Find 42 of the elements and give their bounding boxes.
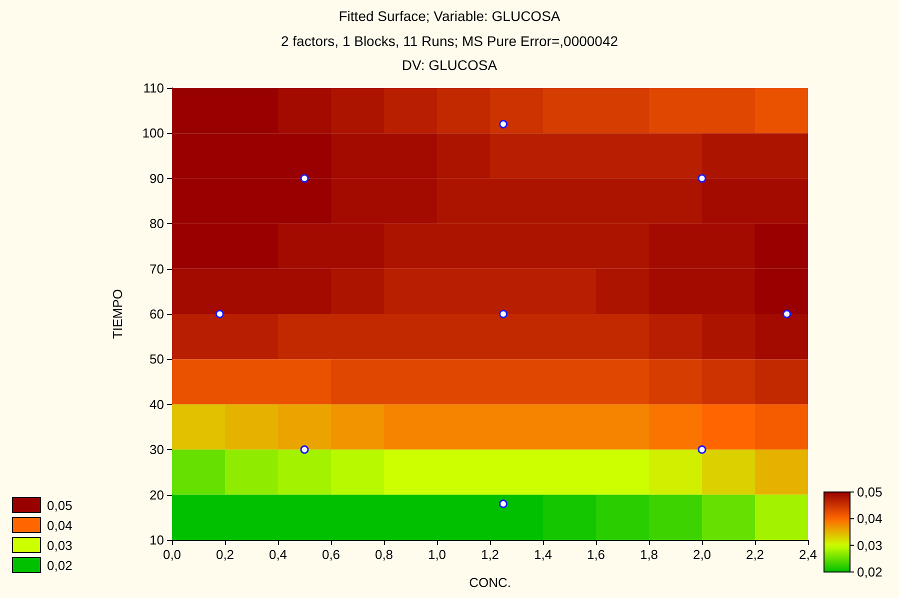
point xyxy=(300,174,309,183)
point xyxy=(215,310,224,318)
y-tick-label: 40 xyxy=(150,396,164,412)
y-tick-label: 90 xyxy=(150,170,164,186)
y-tick-label: 110 xyxy=(143,80,164,96)
chart-title: Fitted Surface; Variable: GLUCOSA xyxy=(338,8,561,24)
color-bar-label: 0,03 xyxy=(857,538,882,553)
x-tick-label: 0,4 xyxy=(268,547,288,562)
x-tick-label: 1,0 xyxy=(428,547,446,562)
point xyxy=(499,120,508,128)
color-key: 0,05 0,04 0,03 0,02 xyxy=(12,495,72,575)
x-tick-label: 0,6 xyxy=(322,547,340,562)
chart-subtitle: 2 factors, 1 Blocks, 11 Runs; MS Pure Error=,0000042 DV: GLUCOSA xyxy=(280,33,618,73)
y-tick-label: 30 xyxy=(150,442,164,458)
color-bar-label: 0,04 xyxy=(857,511,882,526)
x-tick-label: 1,8 xyxy=(640,547,658,562)
x-tick-label: 1,2 xyxy=(480,547,500,562)
color-bar-label: 0,02 xyxy=(857,564,882,580)
x-tick-label: 2,4 xyxy=(798,547,818,562)
point xyxy=(499,310,508,318)
y-tick-label: 10 xyxy=(150,532,164,548)
point xyxy=(698,445,706,454)
x-tick-label: 0,2 xyxy=(216,547,234,562)
x-tick-label: 1,6 xyxy=(586,547,606,562)
y-tick-label: 80 xyxy=(150,216,164,232)
x-tick-label: 1,4 xyxy=(534,547,552,562)
x-axis-title: CONC. xyxy=(469,575,511,590)
color-bar-label: 0,05 xyxy=(857,484,882,500)
y-tick-label: 60 xyxy=(150,306,164,322)
x-tick-label: 2,0 xyxy=(692,547,712,562)
y-tick-label: 20 xyxy=(150,487,164,502)
x-tick-label: 0,0 xyxy=(162,547,182,562)
y-tick-label: 50 xyxy=(150,352,164,367)
y-tick-label: 100 xyxy=(142,126,164,141)
x-tick-label: 2,2 xyxy=(746,547,764,562)
point xyxy=(499,500,508,508)
y-tick-label: 70 xyxy=(150,261,164,276)
point xyxy=(300,445,309,454)
point xyxy=(782,310,792,318)
y-axis-title: TIEMPO xyxy=(110,289,125,339)
x-tick-label: 0,8 xyxy=(374,547,394,562)
point xyxy=(698,174,706,183)
